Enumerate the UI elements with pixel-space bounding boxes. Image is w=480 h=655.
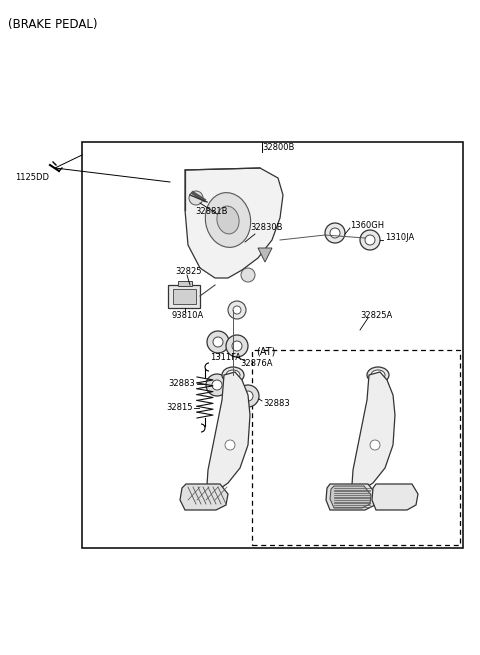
Text: 32876A: 32876A [240,358,273,367]
Text: (BRAKE PEDAL): (BRAKE PEDAL) [8,18,97,31]
Polygon shape [207,372,250,492]
Polygon shape [173,289,196,304]
Polygon shape [178,281,192,286]
Ellipse shape [222,367,244,383]
Circle shape [360,230,380,250]
Text: 32830B: 32830B [250,223,283,233]
Circle shape [207,331,229,353]
Circle shape [225,440,235,450]
Text: 32815: 32815 [167,403,193,411]
Circle shape [228,301,246,319]
Polygon shape [330,486,371,508]
Ellipse shape [367,367,389,383]
Text: 1125DD: 1125DD [15,172,49,181]
Circle shape [237,385,259,407]
Bar [252,350,460,545]
Ellipse shape [205,193,251,248]
Text: 32883: 32883 [168,379,195,388]
Ellipse shape [371,370,385,380]
Circle shape [233,306,241,314]
Circle shape [370,440,380,450]
Polygon shape [372,484,418,510]
Polygon shape [180,484,228,510]
Circle shape [330,228,340,238]
Circle shape [243,391,253,401]
Circle shape [226,335,248,357]
Circle shape [206,374,228,396]
Circle shape [212,380,222,390]
Text: 1311FA: 1311FA [210,352,241,362]
Text: 1360GH: 1360GH [350,221,384,229]
Polygon shape [258,248,272,262]
Text: 32825: 32825 [175,267,202,276]
Text: 1310JA: 1310JA [385,233,414,242]
Circle shape [189,191,203,205]
Text: 32800B: 32800B [262,143,294,153]
Polygon shape [326,484,376,510]
Text: 32881B: 32881B [195,208,228,217]
Text: 93810A: 93810A [172,310,204,320]
Ellipse shape [217,206,239,234]
Polygon shape [185,168,283,278]
Ellipse shape [226,370,240,380]
Circle shape [241,268,255,282]
Circle shape [365,235,375,245]
Text: 32883: 32883 [263,398,290,407]
Text: (AT): (AT) [256,347,276,357]
Circle shape [213,337,223,347]
Circle shape [232,341,242,351]
Circle shape [325,223,345,243]
Text: 32825A: 32825A [360,310,392,320]
Polygon shape [352,372,395,492]
Polygon shape [168,285,200,308]
